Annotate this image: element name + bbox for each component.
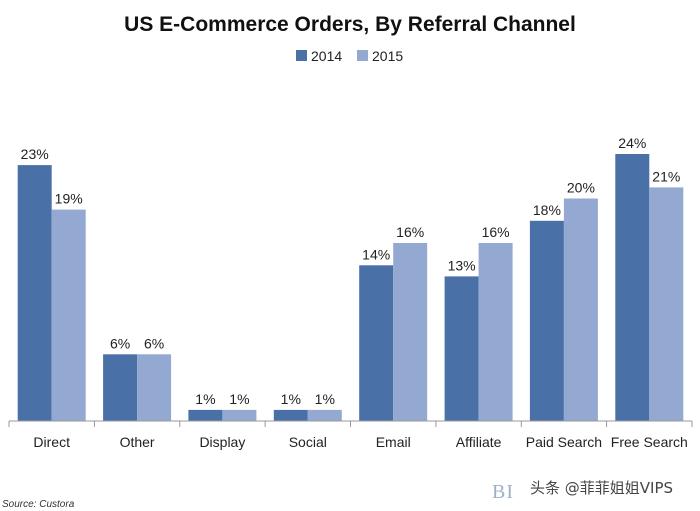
bar-2014-free-search xyxy=(615,154,650,421)
data-label-2014-paid-search: 18% xyxy=(533,202,561,218)
tick-label-affiliate: Affiliate xyxy=(456,434,502,450)
legend-swatch-2014 xyxy=(296,50,307,61)
data-label-2015-paid-search: 20% xyxy=(567,180,595,196)
tick-label-other: Other xyxy=(120,434,155,450)
tick-label-email: Email xyxy=(376,434,411,450)
data-label-2015-direct: 19% xyxy=(55,191,83,207)
bar-2014-direct xyxy=(17,165,52,421)
bar-2015-social xyxy=(307,409,342,421)
data-label-2014-social: 1% xyxy=(281,391,301,407)
data-label-2015-free-search: 21% xyxy=(652,168,680,184)
bar-2014-email xyxy=(359,265,394,422)
bar-2015-display xyxy=(222,409,257,421)
tick-label-paid-search: Paid Search xyxy=(526,434,602,450)
data-label-2014-free-search: 24% xyxy=(618,135,646,151)
data-label-2015-social: 1% xyxy=(315,391,335,407)
bar-2014-paid-search xyxy=(529,220,564,422)
data-label-2014-other: 6% xyxy=(110,335,130,351)
bar-2014-affiliate xyxy=(444,276,479,421)
data-label-2015-email: 16% xyxy=(396,224,424,240)
data-label-2015-display: 1% xyxy=(229,391,249,407)
data-labels-group: 23% 19% 6% 6% 1% 1% 1% 1% 14% 16% 13% 16% 18% 20% 24% 2… xyxy=(21,135,681,407)
watermark: BI 头条 @菲菲姐姐VIPS xyxy=(492,479,673,503)
data-label-2014-affiliate: 13% xyxy=(448,257,476,273)
bar-2015-direct xyxy=(51,209,86,421)
bar-2015-other xyxy=(137,354,172,422)
bar-2014-social xyxy=(273,409,308,421)
tick-label-display: Display xyxy=(199,434,245,450)
x-axis-tick-labels: Direct Other Display Social Email Affiliate Pa… xyxy=(33,434,687,450)
tick-label-social: Social xyxy=(289,434,327,450)
x-axis-ticks xyxy=(8,421,693,427)
data-label-2014-display: 1% xyxy=(195,391,215,407)
bar-2014-other xyxy=(103,354,138,422)
legend-swatch-2015 xyxy=(357,50,368,61)
data-label-2014-direct: 23% xyxy=(21,146,49,162)
source-note: Source: Custora xyxy=(2,499,75,510)
bar-2015-affiliate xyxy=(478,243,513,421)
bar-2015-paid-search xyxy=(563,198,598,421)
legend-label-2014: 2014 xyxy=(311,48,342,64)
tick-label-free-search: Free Search xyxy=(611,434,688,450)
legend: 2014 2015 xyxy=(296,48,403,64)
data-label-2015-other: 6% xyxy=(144,335,164,351)
bar-2015-email xyxy=(393,243,428,421)
tick-label-direct: Direct xyxy=(33,434,70,450)
bars-group xyxy=(17,154,684,422)
data-label-2015-affiliate: 16% xyxy=(482,224,510,240)
bar-2015-free-search xyxy=(649,187,684,421)
data-label-2014-email: 14% xyxy=(362,246,390,262)
legend-label-2015: 2015 xyxy=(372,48,403,64)
watermark-text: 头条 @菲菲姐姐VIPS xyxy=(530,479,673,497)
bar-2014-display xyxy=(188,409,223,421)
watermark-logo: BI xyxy=(492,481,514,503)
chart-title: US E-Commerce Orders, By Referral Channe… xyxy=(124,13,576,36)
